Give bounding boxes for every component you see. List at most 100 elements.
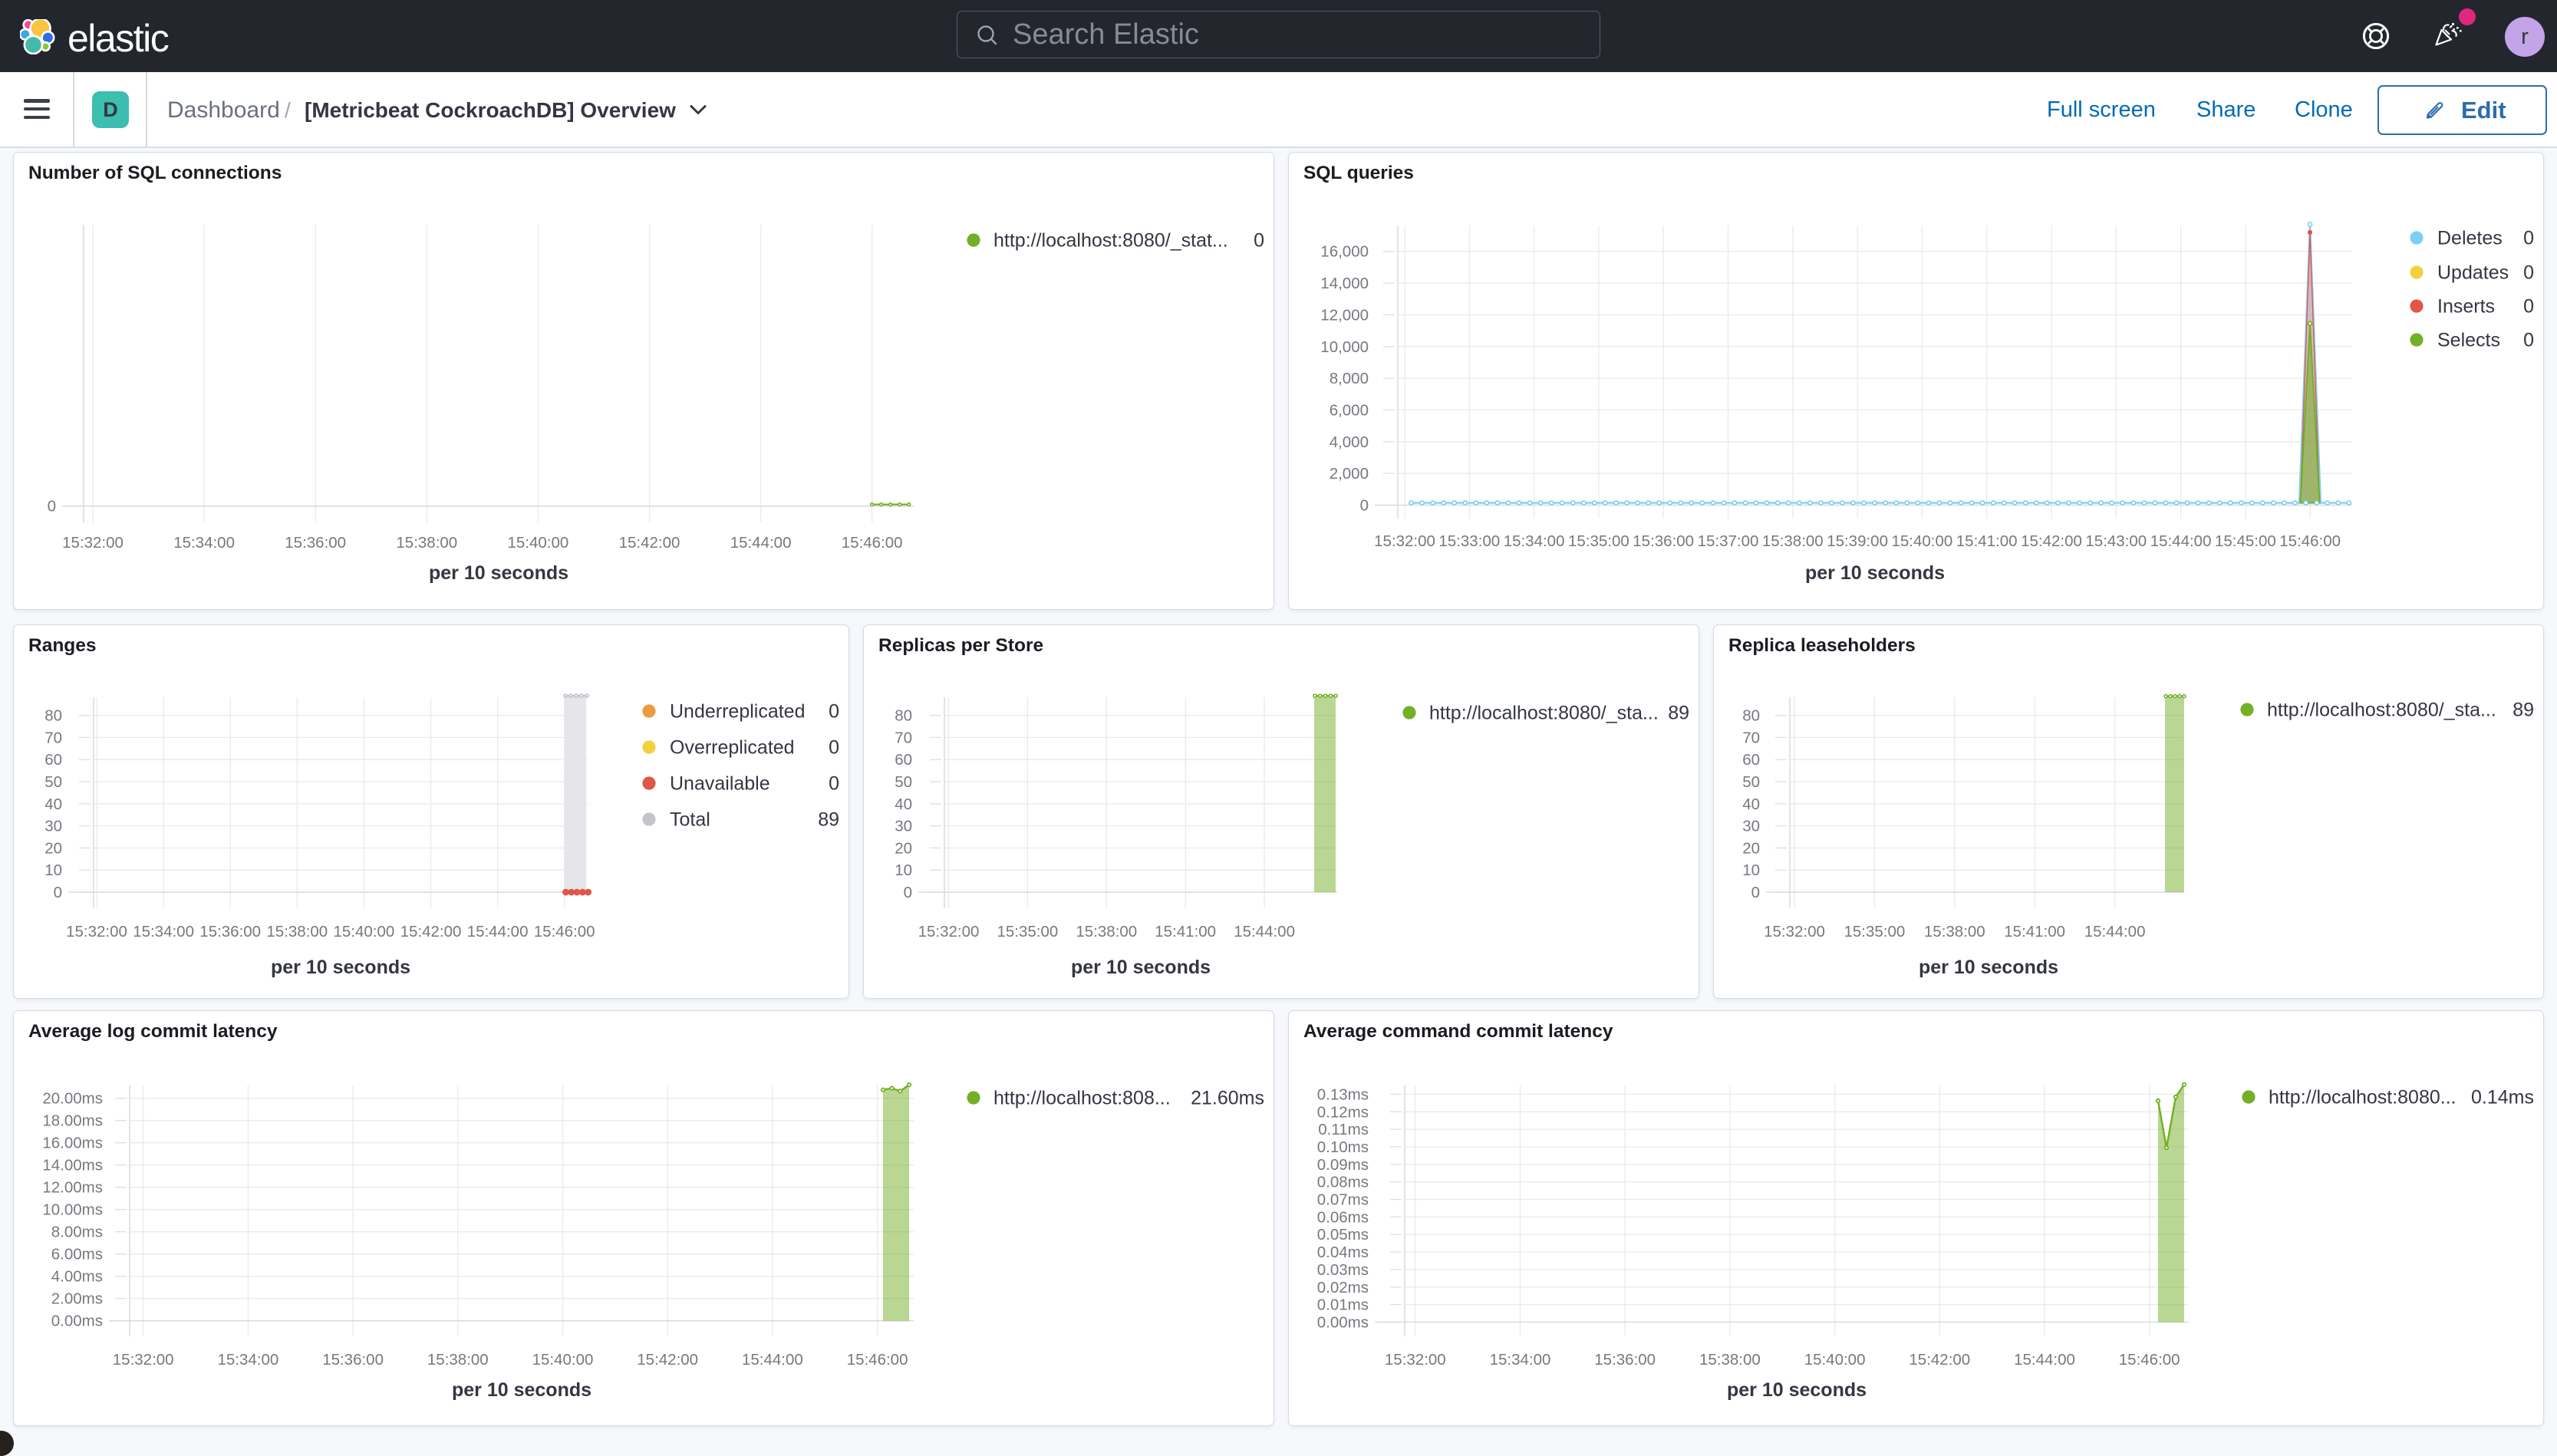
svg-text:10,000: 10,000 <box>1320 338 1369 356</box>
svg-text:4,000: 4,000 <box>1330 433 1369 451</box>
svg-text:Replicas per Store: Replicas per Store <box>878 635 1043 656</box>
svg-text:50: 50 <box>1742 773 1760 791</box>
svg-text:12,000: 12,000 <box>1320 306 1369 324</box>
svg-text:15:44:00: 15:44:00 <box>2084 923 2146 940</box>
svg-text:Updates: Updates <box>2437 262 2509 284</box>
svg-text:16,000: 16,000 <box>1320 243 1369 261</box>
svg-text:12.00ms: 12.00ms <box>42 1179 103 1197</box>
svg-text:15:44:00: 15:44:00 <box>730 534 792 552</box>
svg-text:15:40:00: 15:40:00 <box>532 1351 594 1369</box>
svg-text:8.00ms: 8.00ms <box>51 1224 103 1241</box>
svg-text:15:42:00: 15:42:00 <box>400 923 462 940</box>
svg-text:15:44:00: 15:44:00 <box>742 1351 803 1369</box>
svg-text:15:46:00: 15:46:00 <box>847 1351 908 1369</box>
svg-text:60: 60 <box>44 751 62 769</box>
svg-text:Replica leaseholders: Replica leaseholders <box>1728 635 1916 656</box>
svg-text:http://localhost:808...: http://localhost:808... <box>993 1088 1171 1109</box>
svg-text:6.00ms: 6.00ms <box>51 1246 103 1263</box>
svg-text:Deletes: Deletes <box>2437 228 2503 249</box>
svg-text:15:36:00: 15:36:00 <box>285 534 346 552</box>
svg-text:70: 70 <box>1742 729 1760 746</box>
svg-text:16.00ms: 16.00ms <box>42 1135 103 1152</box>
svg-text:0: 0 <box>829 773 839 795</box>
svg-text:Selects: Selects <box>2437 330 2500 351</box>
svg-text:Average log commit latency: Average log commit latency <box>28 1021 278 1042</box>
svg-text:15:34:00: 15:34:00 <box>133 923 194 940</box>
svg-text:http://localhost:8080...: http://localhost:8080... <box>2269 1087 2456 1108</box>
svg-text:0: 0 <box>1360 497 1369 515</box>
svg-text:21.60ms: 21.60ms <box>1191 1088 1264 1109</box>
svg-text:http://localhost:8080/_sta...: http://localhost:8080/_sta... <box>1429 703 1659 724</box>
svg-text:SQL queries: SQL queries <box>1303 163 1414 183</box>
svg-text:0.03ms: 0.03ms <box>1317 1261 1369 1279</box>
svg-text:15:36:00: 15:36:00 <box>1633 532 1694 550</box>
svg-text:15:35:00: 15:35:00 <box>1844 923 1905 940</box>
svg-text:0: 0 <box>2523 330 2534 351</box>
svg-text:Average command commit latency: Average command commit latency <box>1303 1021 1613 1042</box>
svg-text:14,000: 14,000 <box>1320 275 1369 292</box>
svg-text:15:42:00: 15:42:00 <box>1909 1351 1970 1369</box>
svg-text:50: 50 <box>44 773 62 791</box>
svg-text:30: 30 <box>1742 818 1760 835</box>
svg-text:89: 89 <box>818 809 839 831</box>
svg-text:15:32:00: 15:32:00 <box>1764 923 1825 940</box>
svg-text:15:38:00: 15:38:00 <box>1076 923 1137 940</box>
svg-text:50: 50 <box>895 773 912 791</box>
svg-text:40: 40 <box>44 796 62 813</box>
svg-text:89: 89 <box>1668 703 1689 724</box>
svg-text:60: 60 <box>1742 751 1760 769</box>
svg-text:http://localhost:8080/_sta...: http://localhost:8080/_sta... <box>2267 700 2496 721</box>
svg-text:0.14ms: 0.14ms <box>2471 1087 2534 1108</box>
svg-text:0.13ms: 0.13ms <box>1317 1085 1369 1103</box>
svg-text:15:38:00: 15:38:00 <box>1699 1351 1761 1369</box>
svg-text:15:32:00: 15:32:00 <box>1374 532 1435 550</box>
svg-text:20: 20 <box>1742 839 1760 857</box>
svg-text:15:40:00: 15:40:00 <box>1804 1351 1866 1369</box>
svg-text:15:32:00: 15:32:00 <box>113 1351 174 1369</box>
svg-text:15:42:00: 15:42:00 <box>637 1351 698 1369</box>
svg-text:15:36:00: 15:36:00 <box>322 1351 384 1369</box>
svg-text:0.00ms: 0.00ms <box>51 1313 103 1330</box>
svg-text:0: 0 <box>2523 228 2534 249</box>
svg-text:10.00ms: 10.00ms <box>42 1201 103 1219</box>
svg-text:60: 60 <box>895 751 912 769</box>
svg-text:0.02ms: 0.02ms <box>1317 1279 1369 1296</box>
svg-text:20.00ms: 20.00ms <box>42 1090 103 1108</box>
svg-text:15:33:00: 15:33:00 <box>1438 532 1500 550</box>
svg-text:Total: Total <box>670 809 710 831</box>
svg-text:70: 70 <box>895 729 912 746</box>
svg-text:15:36:00: 15:36:00 <box>1594 1351 1656 1369</box>
svg-text:15:35:00: 15:35:00 <box>1568 532 1629 550</box>
svg-text:0.10ms: 0.10ms <box>1317 1138 1369 1156</box>
svg-text:0: 0 <box>54 884 62 901</box>
svg-text:0: 0 <box>2523 296 2534 318</box>
svg-text:15:32:00: 15:32:00 <box>66 923 127 940</box>
svg-text:15:40:00: 15:40:00 <box>507 534 568 552</box>
svg-text:15:46:00: 15:46:00 <box>2279 532 2341 550</box>
svg-text:per 10 seconds: per 10 seconds <box>271 957 410 978</box>
svg-text:0.00ms: 0.00ms <box>1317 1314 1369 1332</box>
svg-text:15:42:00: 15:42:00 <box>2021 532 2082 550</box>
svg-text:0.01ms: 0.01ms <box>1317 1296 1369 1314</box>
svg-text:15:39:00: 15:39:00 <box>1827 532 1888 550</box>
svg-text:15:46:00: 15:46:00 <box>2119 1351 2180 1369</box>
svg-text:15:34:00: 15:34:00 <box>173 534 235 552</box>
svg-text:10: 10 <box>895 861 912 879</box>
svg-text:15:38:00: 15:38:00 <box>427 1351 489 1369</box>
svg-text:70: 70 <box>44 729 62 746</box>
svg-text:0.12ms: 0.12ms <box>1317 1103 1369 1121</box>
svg-text:Inserts: Inserts <box>2437 296 2495 318</box>
svg-text:0.07ms: 0.07ms <box>1317 1191 1369 1209</box>
svg-text:15:45:00: 15:45:00 <box>2215 532 2276 550</box>
svg-text:0.06ms: 0.06ms <box>1317 1208 1369 1226</box>
svg-text:Number of SQL connections: Number of SQL connections <box>28 163 282 183</box>
svg-text:40: 40 <box>895 796 912 813</box>
svg-text:15:38:00: 15:38:00 <box>1924 923 1985 940</box>
svg-text:15:32:00: 15:32:00 <box>1385 1351 1446 1369</box>
svg-text:15:38:00: 15:38:00 <box>1762 532 1824 550</box>
svg-text:15:44:00: 15:44:00 <box>2150 532 2212 550</box>
svg-text:20: 20 <box>895 839 912 857</box>
svg-text:per 10 seconds: per 10 seconds <box>1071 957 1211 978</box>
svg-text:80: 80 <box>44 707 62 725</box>
svg-text:80: 80 <box>1742 707 1760 725</box>
